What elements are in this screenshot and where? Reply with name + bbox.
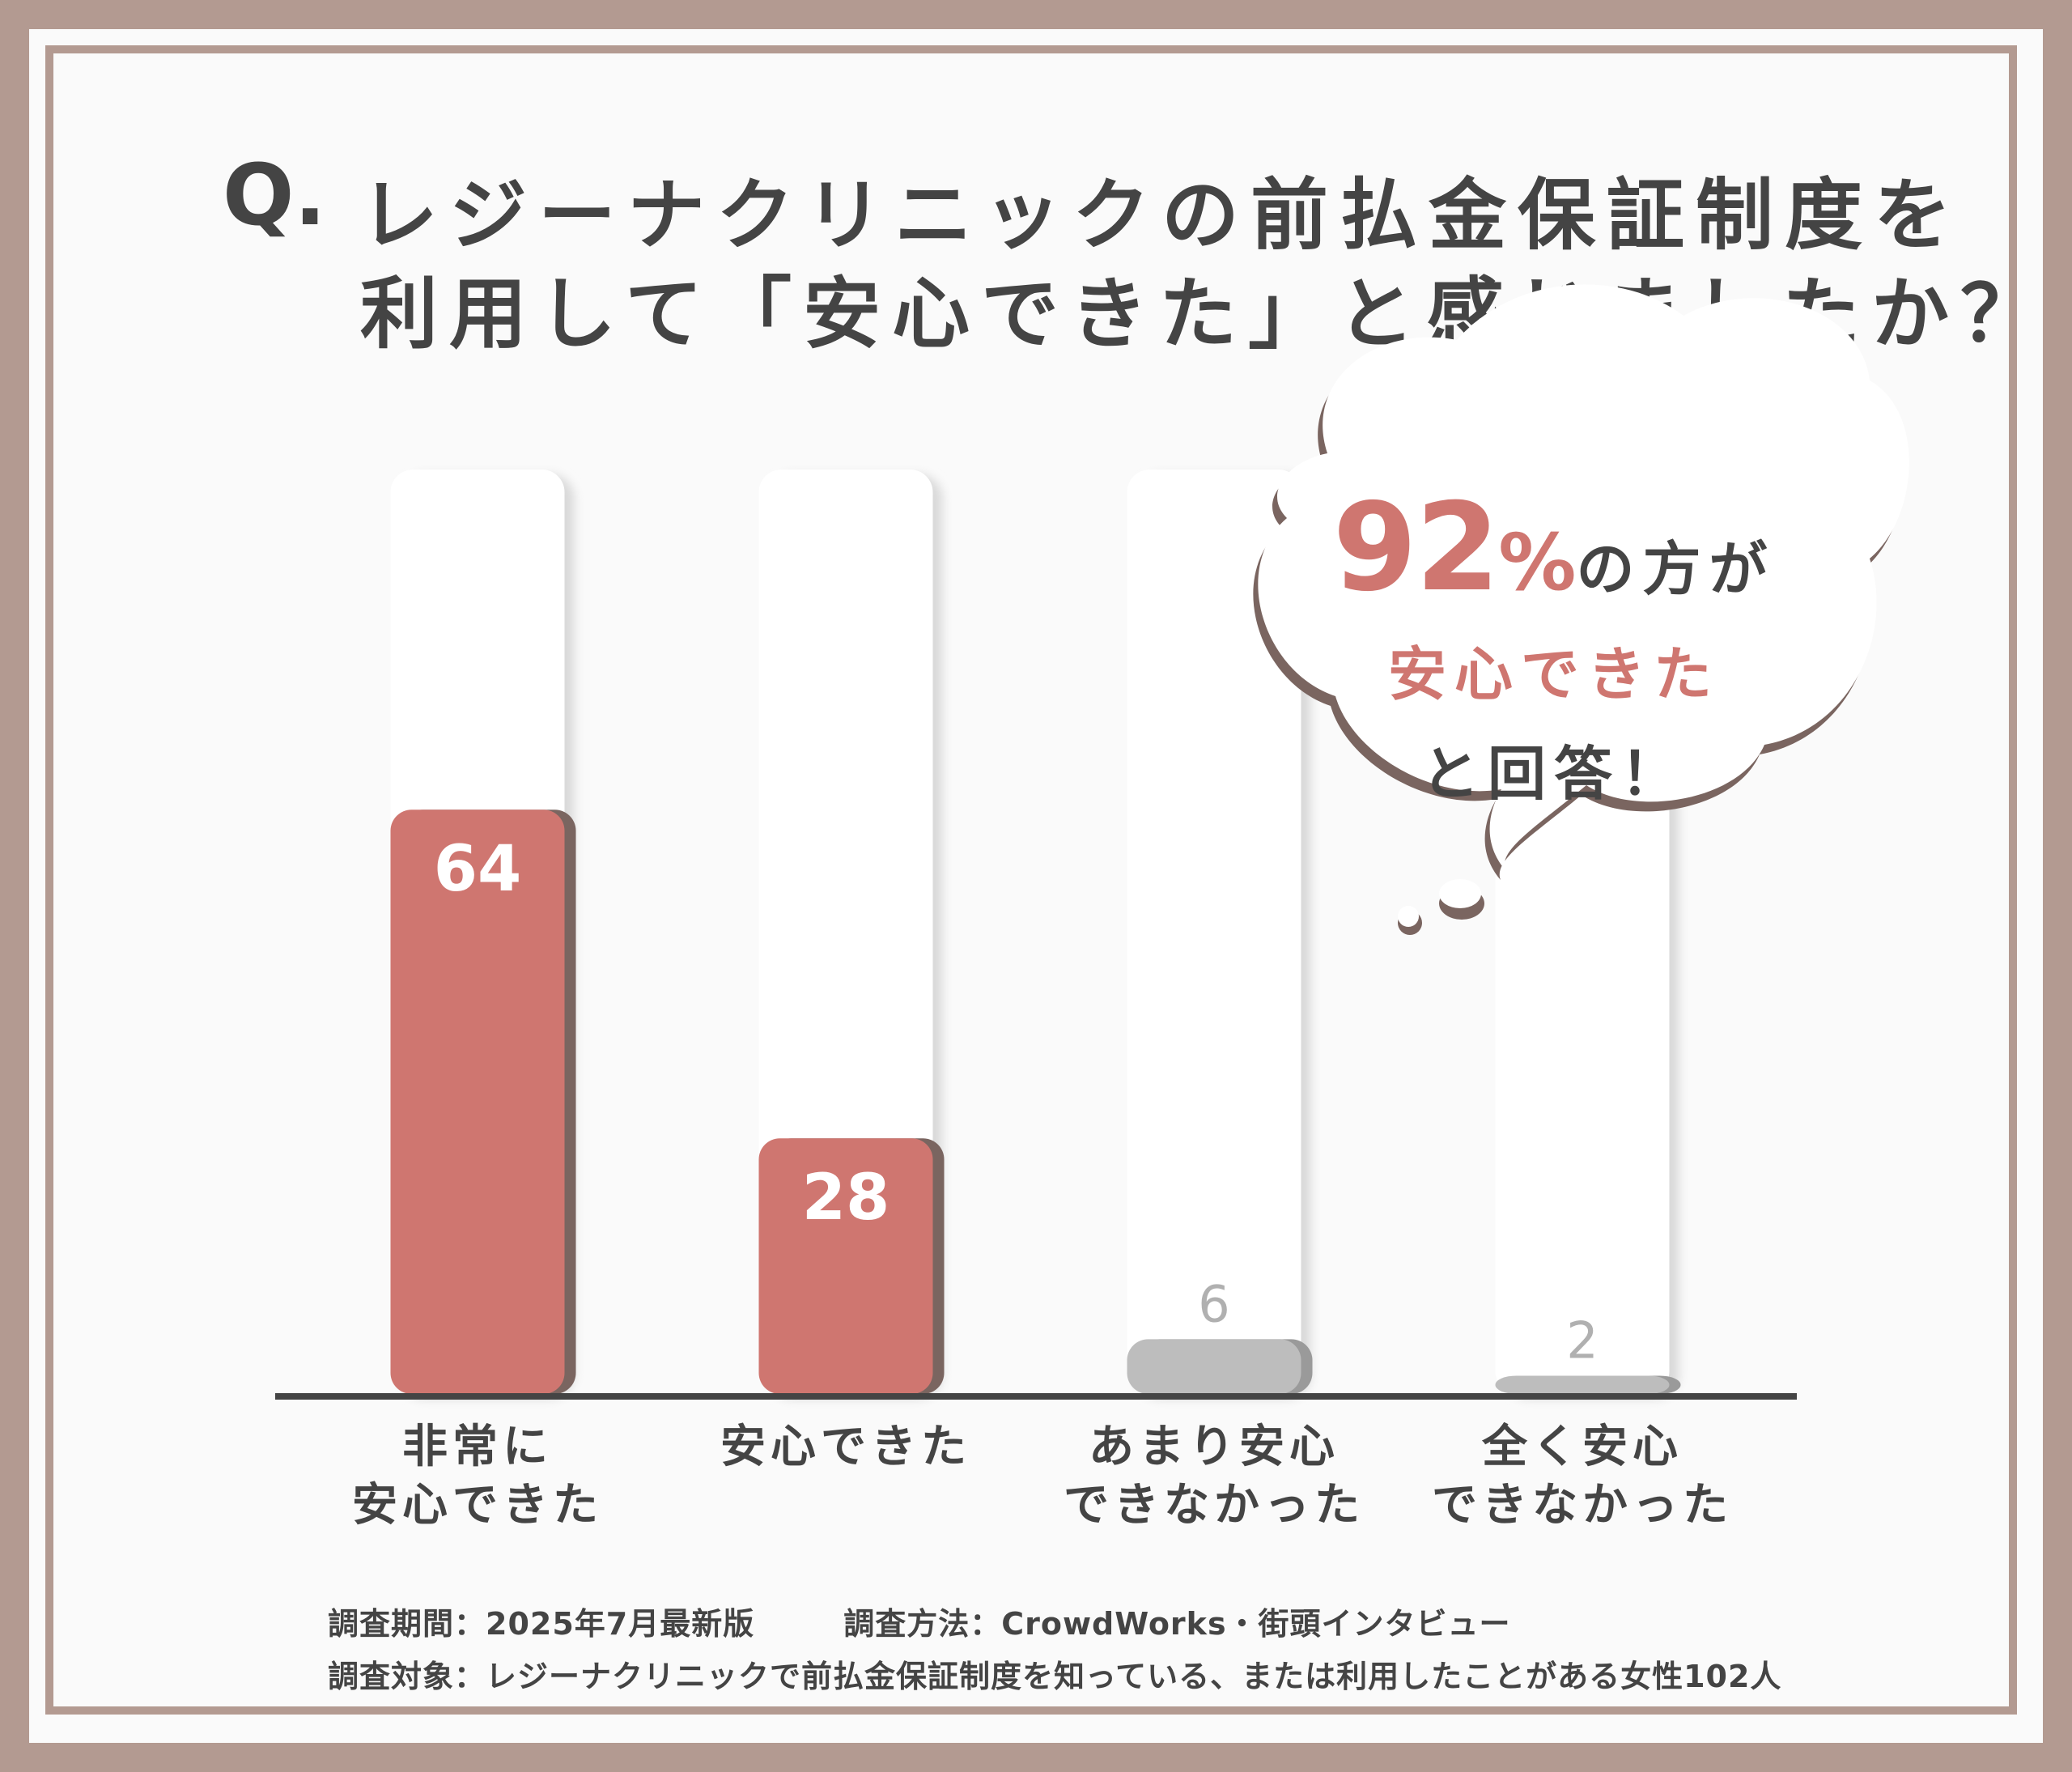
x-label-line: あまり安心 xyxy=(1089,1421,1340,1473)
bar-4 xyxy=(1495,1375,1670,1394)
x-label-4: 全く安心できなかった xyxy=(1412,1418,1752,1535)
x-label-line: 非常に xyxy=(402,1421,553,1473)
x-label-line: できなかった xyxy=(1432,1479,1733,1532)
bar-3 xyxy=(1127,1339,1301,1394)
callout-suffix: の方が xyxy=(1576,535,1776,603)
callout-percent-sign: % xyxy=(1498,517,1577,608)
footnote-line1: 調査期間：2025年7月最新版 調査方法：CrowdWorks・街頭インタビュー xyxy=(328,1599,1511,1643)
bubble-body xyxy=(1258,284,1909,870)
callout-highlight: 安心できた xyxy=(1387,640,1720,708)
x-label-line: 安心できた xyxy=(352,1479,603,1532)
x-label-line: 安心できた xyxy=(720,1421,971,1473)
bar-track xyxy=(1127,470,1301,1394)
bar-1 xyxy=(390,810,565,1394)
question-title-line1: レジーナクリニックの前払金保証制度を xyxy=(360,170,1963,261)
bubble-dot-small xyxy=(1398,906,1419,927)
x-label-2: 安心できた xyxy=(676,1418,1016,1477)
bar-2 xyxy=(758,1138,933,1394)
x-label-line: 全く安心 xyxy=(1482,1421,1683,1473)
question-mark-label: Q. xyxy=(223,146,326,244)
bubble-dot-large xyxy=(1439,879,1481,908)
x-label-1: 非常に 安心できた xyxy=(308,1418,648,1535)
survey-period: 調査期間：2025年7月最新版 xyxy=(328,1606,755,1642)
speech-bubble xyxy=(1253,284,1909,935)
value-label-3: 6 xyxy=(1198,1274,1229,1333)
x-label-line: できなかった xyxy=(1064,1479,1365,1532)
callout-text: 92%の方が 安心できた と回答！ xyxy=(1311,478,1797,811)
callout-percent: 92 xyxy=(1332,478,1501,618)
x-label-3: あまり安心できなかった xyxy=(1044,1418,1384,1535)
survey-target: 調査対象：レジーナクリニックで前払金保証制度を知っている、または利用したことがあ… xyxy=(328,1659,1782,1694)
value-label-4: 2 xyxy=(1566,1311,1598,1370)
value-label-2: 28 xyxy=(802,1162,890,1234)
callout-answer: と回答！ xyxy=(1420,740,1687,808)
survey-method: 調査方法：CrowdWorks・街頭インタビュー xyxy=(843,1606,1511,1642)
value-label-1: 64 xyxy=(434,833,522,906)
